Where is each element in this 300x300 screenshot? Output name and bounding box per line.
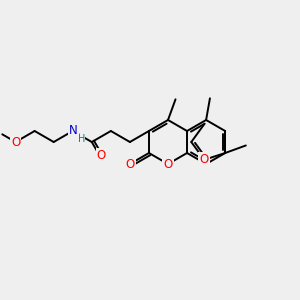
Text: O: O [200,153,209,166]
Text: H: H [78,134,85,144]
Text: O: O [97,149,106,162]
Text: O: O [126,158,135,171]
Text: N: N [69,124,78,136]
Text: O: O [11,136,20,148]
Text: O: O [164,158,172,170]
